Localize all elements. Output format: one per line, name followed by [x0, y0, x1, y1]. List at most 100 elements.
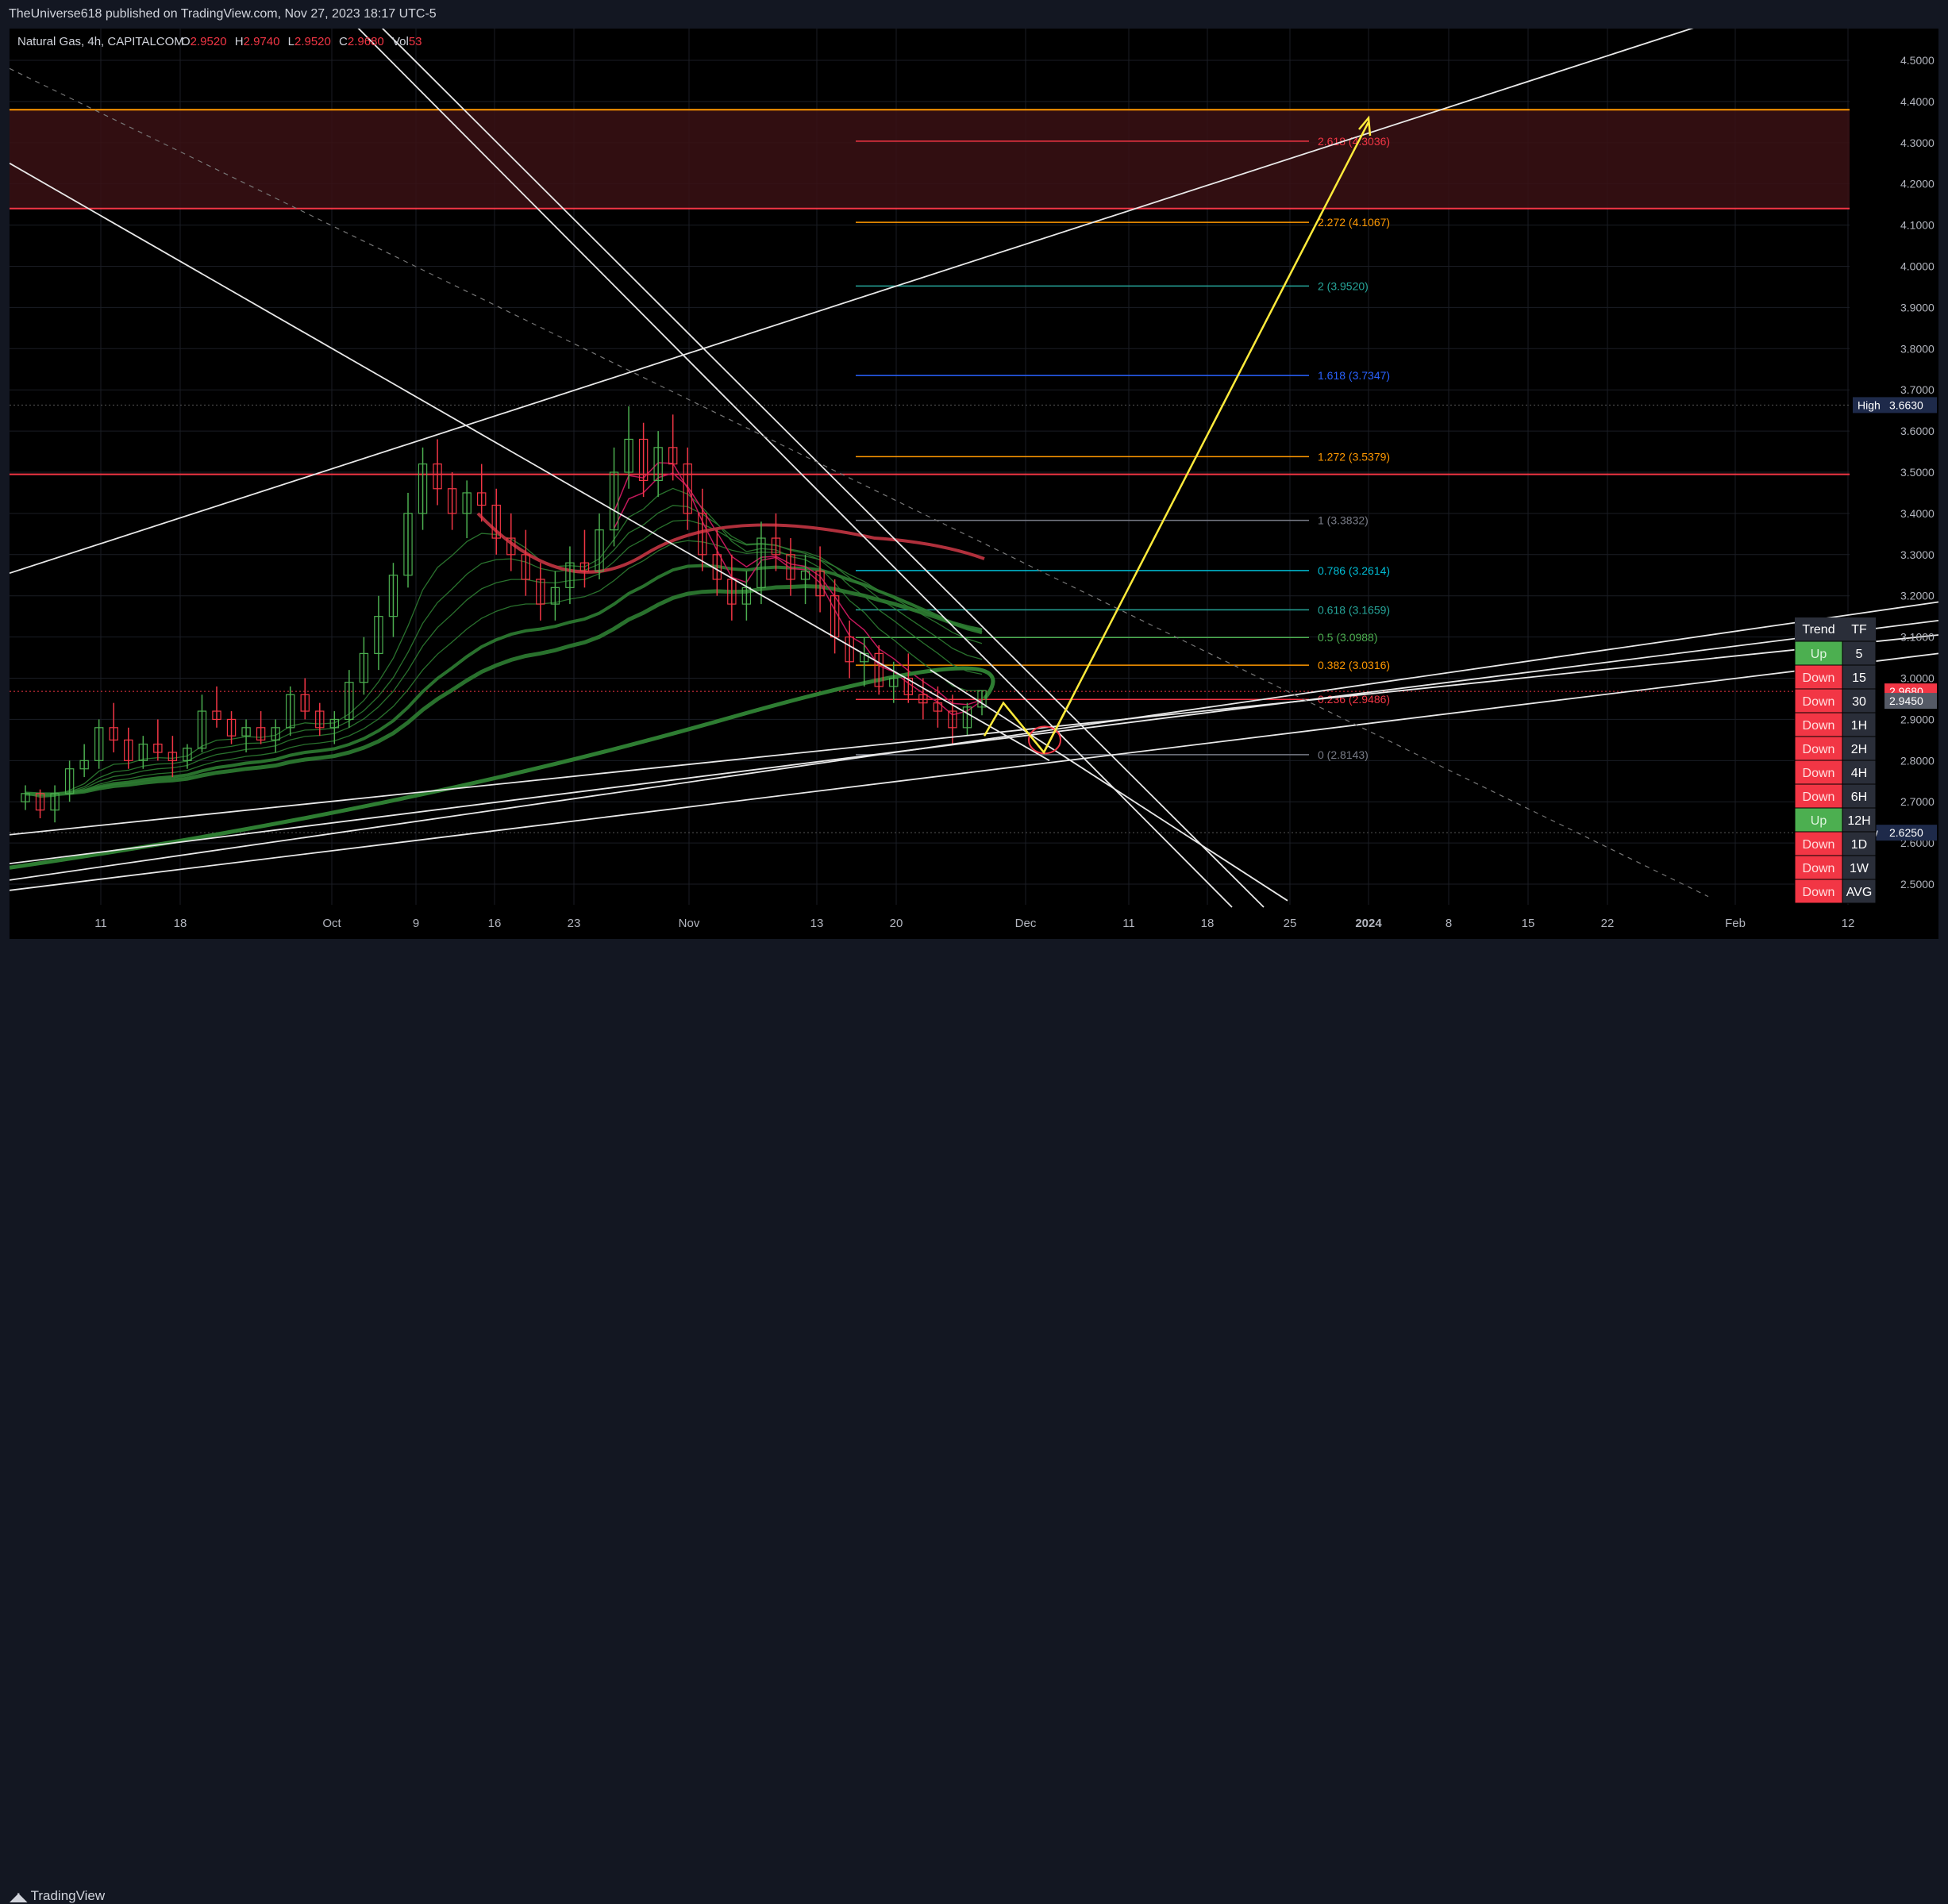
candle-body[interactable] [609, 471, 619, 531]
candle-body[interactable] [786, 554, 795, 580]
candle-body[interactable] [845, 637, 854, 663]
candle-body[interactable] [109, 727, 118, 740]
candle-body[interactable] [226, 718, 237, 737]
candle-body[interactable] [418, 463, 428, 514]
candle-body[interactable] [241, 727, 251, 737]
candle-body[interactable] [50, 793, 60, 811]
candle-body[interactable] [653, 447, 663, 481]
candle-body[interactable] [595, 529, 604, 572]
trend-line[interactable] [9, 601, 1939, 881]
candle-body[interactable] [874, 652, 884, 687]
candle-body[interactable] [698, 513, 707, 556]
x-axis-tick-label: 8 [1446, 917, 1452, 930]
candle-body[interactable] [521, 554, 531, 580]
trend-line[interactable] [9, 619, 1939, 864]
candle-body[interactable] [550, 587, 560, 605]
timeframe-cell: 1H [1851, 719, 1867, 733]
candle-body[interactable] [329, 718, 340, 729]
candle-body[interactable] [153, 743, 163, 753]
candle-body[interactable] [285, 694, 295, 729]
candle-body[interactable] [167, 752, 178, 761]
candle-body[interactable] [638, 438, 649, 481]
projection-arrow-line[interactable] [1042, 121, 1370, 753]
candle-body[interactable] [948, 710, 957, 729]
candle-body[interactable] [889, 677, 899, 687]
candle-body[interactable] [447, 488, 457, 514]
moving-average-green [25, 487, 982, 798]
timeframe-cell-bg [1842, 855, 1877, 880]
dashed-trend-line[interactable] [9, 67, 1709, 898]
candle-body[interactable] [668, 447, 678, 465]
candle-body[interactable] [977, 690, 987, 708]
candle-body[interactable] [403, 513, 413, 576]
x-axis-tick-label: Dec [1015, 917, 1037, 930]
y-axis-tick-label: 2.7000 [1900, 795, 1935, 808]
top-bar: TheUniverse618 published on TradingView.… [0, 0, 1948, 29]
chart-pane[interactable]: 2.618 (4.3036) 2.272 (4.1067) 2 (3.9520) 1.… [9, 0, 1939, 939]
x-axis-tick-label: 16 [488, 917, 502, 930]
candle-body[interactable] [624, 438, 633, 473]
candle-body[interactable] [271, 727, 280, 740]
candle-body[interactable] [918, 694, 928, 704]
candle-body[interactable] [359, 652, 369, 683]
x-axis-tick-label: 18 [1201, 917, 1215, 930]
candle-body[interactable] [476, 492, 487, 506]
timeframe-cell-bg [1842, 640, 1877, 666]
candle-body[interactable] [771, 537, 781, 556]
x-axis-tick-label: 22 [1601, 917, 1615, 930]
trend-line[interactable] [9, 652, 1939, 891]
candle-body[interactable] [536, 579, 545, 605]
y-axis-tick-label: 4.2000 [1900, 178, 1935, 190]
candle-body[interactable] [565, 562, 575, 588]
candle-body[interactable] [35, 793, 45, 811]
candle-body[interactable] [903, 677, 914, 695]
candle-body[interactable] [683, 463, 692, 514]
candle-body[interactable] [506, 537, 516, 556]
trend-line[interactable] [9, 162, 1050, 762]
candle-body[interactable] [300, 694, 310, 712]
x-axis-tick-label: 11 [94, 917, 107, 930]
candle-body[interactable] [756, 537, 766, 588]
candle-body[interactable] [345, 682, 354, 721]
timeframe-cell-bg [1842, 879, 1877, 904]
trend-cell-bg [1794, 664, 1843, 690]
candle-body[interactable] [962, 706, 972, 729]
candle-body[interactable] [815, 570, 825, 597]
trend-line[interactable] [9, 26, 1697, 575]
high-price-tag-bg [1853, 397, 1937, 413]
reversal-circle[interactable] [1028, 725, 1061, 755]
candle-body[interactable] [64, 768, 75, 794]
y-axis-tick-label: 3.2000 [1900, 590, 1935, 602]
timeframe-cell-bg [1842, 688, 1877, 714]
fib-level-label: 0.382 (3.0316) [1318, 659, 1390, 671]
candle-body[interactable] [579, 562, 590, 572]
trend-line[interactable] [930, 669, 1288, 902]
candle-body[interactable] [388, 575, 398, 617]
candle-body[interactable] [124, 739, 133, 761]
candle-body[interactable] [800, 570, 810, 580]
price-chart[interactable]: 2.618 (4.3036)2.272 (4.1067)2 (3.9520)1.… [9, 0, 1939, 939]
candle-body[interactable] [315, 710, 325, 729]
candle-body[interactable] [933, 702, 943, 712]
candle-body[interactable] [462, 492, 472, 514]
trend-cell: Down [1803, 743, 1835, 756]
candle-body[interactable] [374, 616, 383, 654]
candle-body[interactable] [94, 727, 104, 761]
candle-body[interactable] [197, 710, 207, 749]
y-axis-tick-label: 3.3000 [1900, 548, 1935, 561]
candle-body[interactable] [212, 710, 221, 721]
candle-body[interactable] [138, 743, 148, 761]
candle-body[interactable] [21, 793, 30, 802]
candle-body[interactable] [79, 760, 89, 770]
candle-body[interactable] [433, 463, 442, 490]
candle-body[interactable] [741, 587, 752, 605]
candle-body[interactable] [183, 748, 192, 761]
y-axis-tick-label: 3.4000 [1900, 507, 1935, 520]
candle-body[interactable] [256, 727, 266, 740]
candle-body[interactable] [727, 579, 737, 605]
trend-line[interactable] [327, 0, 1233, 908]
candle-body[interactable] [491, 504, 501, 539]
trend-line[interactable] [9, 634, 1939, 836]
y-axis-tick-label: 4.0000 [1900, 260, 1935, 272]
tradingview-logo[interactable]: ◢◣ TradingView [10, 1888, 105, 1904]
